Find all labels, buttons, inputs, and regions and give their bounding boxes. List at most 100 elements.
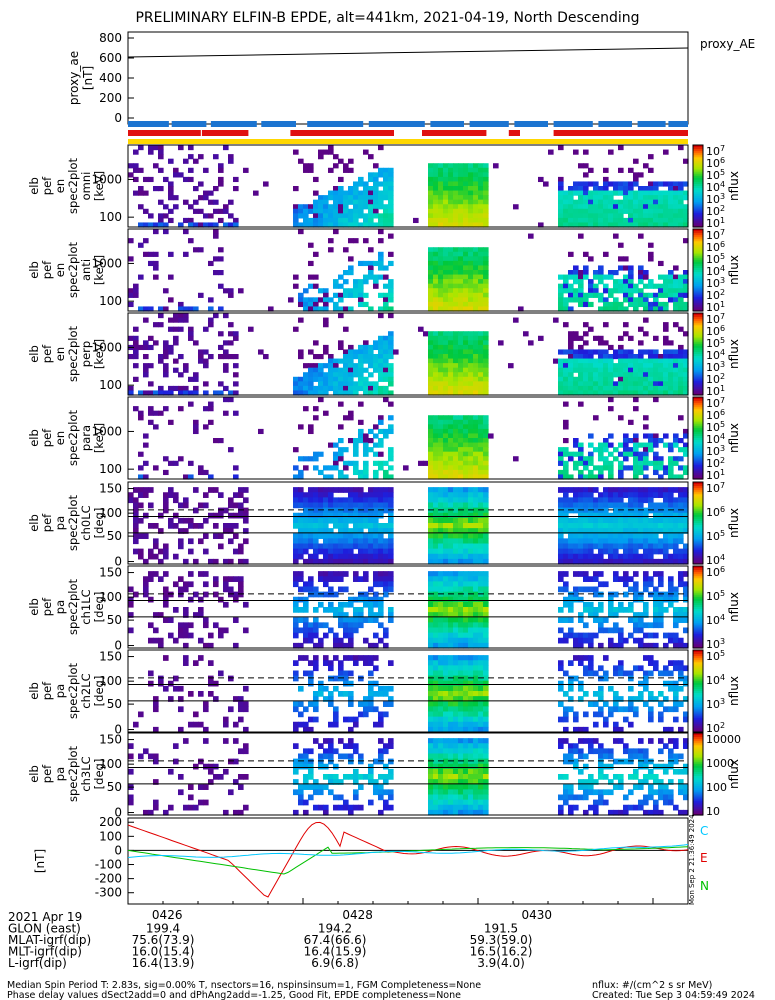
status-bar-yellow	[128, 139, 688, 144]
mag-series-C	[127, 844, 689, 858]
ylabel-elb_pef_en_spec2plot_omni: en	[53, 179, 67, 193]
ylabel-elb_pef_pa_spec2plot_ch2LC: spec2plot	[66, 662, 80, 719]
ytick-label: 100	[99, 210, 122, 224]
ylabel-elb_pef_pa_spec2plot_ch2LC: [deg]	[92, 676, 106, 707]
colorbar-elb_pef_en_spec2plot_anti	[693, 229, 703, 312]
ylabel-elb_pef_en_spec2plot_omni: elb	[27, 177, 41, 195]
ytick-label: 150	[99, 566, 122, 580]
colorbar-frame	[692, 396, 704, 480]
footer-value: 16.0(15.4)	[132, 945, 195, 959]
ylabel-elb_pef_en_spec2plot_perp: spec2plot	[66, 325, 80, 382]
ylabel-elb_pef_en_spec2plot_perp: [keV]	[92, 339, 106, 369]
colorbar-tick-label: 10000	[706, 733, 741, 746]
side-stamp: Mon Sep 2 21:36:49 2024	[688, 814, 696, 905]
ytick-label: 100	[99, 829, 122, 843]
status-bar-blue	[514, 121, 548, 127]
bottom-note-right: Created: Tue Sep 3 04:59:49 2024	[592, 990, 755, 1000]
ytick-label: 100	[99, 590, 122, 604]
ytick-label: 0	[114, 111, 122, 125]
ytick-label: 0	[114, 555, 122, 569]
panel-frame-elb_pef_pa_spec2plot_ch3LC	[127, 732, 689, 816]
status-bar-blue	[430, 121, 464, 127]
colorbar-elb_pef_pa_spec2plot_ch3LC	[693, 733, 703, 816]
status-bar-blue	[598, 121, 632, 127]
ylabel-elb_pef_pa_spec2plot_ch3LC: ch3LC	[79, 756, 93, 791]
footer-value: 59.3(59.0)	[470, 933, 533, 947]
colorbar-frame	[692, 228, 704, 312]
colorbar-tick-label: 103	[706, 697, 725, 711]
colorbar-label: nflux	[727, 592, 741, 622]
xtick-label: 0428	[342, 908, 373, 922]
status-bar-blue	[171, 121, 207, 127]
status-bar-red	[201, 130, 249, 136]
status-bar-blue	[128, 121, 169, 127]
panel-frame-elb_pef_pa_spec2plot_ch2LC	[127, 649, 689, 733]
plot-title: PRELIMINARY ELFIN-B EPDE, alt=441km, 202…	[135, 10, 640, 26]
proxy-ae-line	[127, 47, 689, 58]
ytick-label: 100	[99, 674, 122, 688]
ylabel-elb_pef_pa_spec2plot_ch3LC: pa	[53, 767, 67, 781]
colorbar-elb_pef_en_spec2plot_para	[693, 397, 703, 480]
colorbar-tick-label: 105	[706, 649, 725, 663]
ylabel-elb_pef_en_spec2plot_anti: anti	[79, 259, 93, 281]
ytick-label: 100	[99, 378, 122, 392]
panel-frame-elb_pef_pa_spec2plot_ch0LC	[127, 481, 689, 565]
panel-frame-elb_pef_pa_spec2plot_ch1LC	[127, 565, 689, 649]
ylabel-elb_pef_pa_spec2plot_ch1LC: pef	[40, 597, 54, 616]
ytick-label: 100	[99, 294, 122, 308]
status-bar-red	[553, 130, 688, 136]
ytick-label: -300	[95, 886, 122, 900]
legend-E: E	[700, 851, 708, 865]
colorbar-tick-label: 105	[706, 589, 725, 603]
ytick-label: 150	[99, 733, 122, 747]
ytick-label: 200	[99, 91, 122, 105]
ylabel-elb_pef_pa_spec2plot_ch0LC: pa	[53, 516, 67, 530]
ylabel-elb_pef_pa_spec2plot_ch1LC: ch1LC	[79, 589, 93, 624]
ylabel-proxy-ae: [nT]	[81, 66, 95, 90]
ytick-label: 600	[99, 51, 122, 65]
ylabel-elb_pef_en_spec2plot_omni: [keV]	[92, 171, 106, 201]
status-bar-red	[128, 130, 201, 136]
ylabel-elb_pef_en_spec2plot_para: para	[79, 425, 93, 451]
footer-value: 16.5(16.2)	[470, 945, 533, 959]
status-bar-blue	[668, 121, 688, 127]
ytick-label: 0	[114, 723, 122, 737]
ylabel-elb_pef_pa_spec2plot_ch3LC: spec2plot	[66, 745, 80, 802]
proxy-ae-legend: proxy_AE	[700, 37, 755, 51]
status-bar-blue	[210, 121, 257, 127]
colorbar-label: nflux	[727, 759, 741, 789]
footer-value: 6.9(6.8)	[311, 956, 359, 970]
panel-frame-elb_pef_en_spec2plot_omni	[127, 144, 689, 228]
colorbar-label: nflux	[727, 423, 741, 453]
colorbar-tick-label: 104	[706, 673, 725, 687]
ylabel-elb_pef_en_spec2plot_anti: spec2plot	[66, 241, 80, 298]
colorbar-tick-label: 1000	[706, 757, 734, 770]
ylabel-elb_pef_pa_spec2plot_ch2LC: pef	[40, 681, 54, 700]
colorbar-label: nflux	[727, 255, 741, 285]
status-bar-blue	[261, 121, 296, 127]
ylabel-elb_pef_en_spec2plot_omni: spec2plot	[66, 157, 80, 214]
bottom-note-left: Median Spin Period T: 2.83s, sig=0.00% T…	[7, 980, 481, 991]
ylabel-elb_pef_en_spec2plot_para: [keV]	[92, 423, 106, 453]
ytick-label: 1000	[91, 172, 122, 186]
footer-value: 16.4(15.9)	[304, 945, 367, 959]
ytick-label: 50	[107, 613, 122, 627]
ylabel-elb_pef_pa_spec2plot_ch1LC: elb	[27, 598, 41, 616]
ylabel-elb_pef_pa_spec2plot_ch1LC: spec2plot	[66, 578, 80, 635]
colorbar-label: nflux	[727, 508, 741, 538]
legend-N: N	[700, 879, 709, 893]
colorbar-frame	[692, 481, 704, 565]
bottom-note-left: Phase delay values dSect2add=0 and dPhAn…	[7, 990, 461, 1000]
ylabel-elb_pef_pa_spec2plot_ch2LC: pa	[53, 684, 67, 698]
colorbar-tick-label: 105	[706, 529, 725, 543]
colorbar-frame	[692, 312, 704, 396]
colorbar-elb_pef_en_spec2plot_omni	[693, 145, 703, 228]
ylabel-elb_pef_pa_spec2plot_ch1LC: [deg]	[92, 592, 106, 623]
ylabel-proxy-ae: proxy_ae	[67, 51, 81, 105]
colorbar-elb_pef_pa_spec2plot_ch2LC	[693, 650, 703, 733]
status-bar-blue	[637, 121, 666, 127]
ytick-label: -200	[95, 872, 122, 886]
ylabel-elb_pef_pa_spec2plot_ch3LC: pef	[40, 764, 54, 783]
ylabel-elb_pef_en_spec2plot_para: elb	[27, 429, 41, 447]
colorbar-frame	[692, 732, 704, 816]
